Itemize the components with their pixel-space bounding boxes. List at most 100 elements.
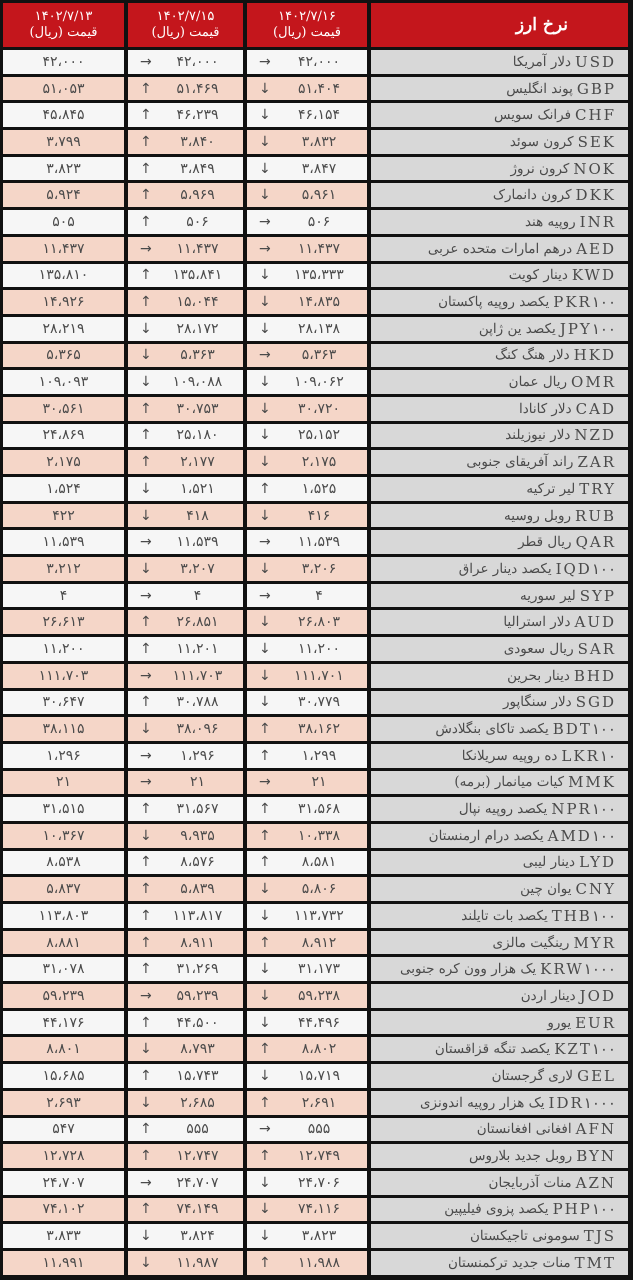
price-value: ۳،۸۴۷ (301, 160, 337, 177)
price-value: ۸،۵۳۸ (46, 854, 81, 871)
price-1402-7-15: ↓ ۴۱۸ (128, 503, 243, 528)
price-1402-7-13: ۳۱،۰۷۸ (3, 957, 124, 982)
arrow-up-icon: ↑ (140, 854, 152, 871)
currency-code: KZT۱۰۰ (554, 1040, 616, 1059)
price-1402-7-13: ۱۳۵،۸۱۰ (3, 263, 124, 288)
arrow-up-icon: ↑ (140, 881, 152, 898)
header-title: نرخ ارز (371, 3, 628, 47)
arrow-up-icon: ↑ (140, 614, 152, 631)
header-unit: قیمت (ریال) (29, 25, 98, 40)
currency-code: KRW۱۰۰۰ (540, 960, 616, 979)
price-1402-7-15: ↓ ۵،۳۶۳ (128, 343, 243, 368)
price-value: ۵۹،۲۳۹ (42, 987, 85, 1004)
currency-code: SYP (579, 586, 616, 605)
price-value: ۱۰۹،۰۶۲ (294, 374, 344, 391)
price-value: ۵۰۶ (186, 213, 209, 230)
price-value: ۲،۱۷۵ (301, 454, 337, 471)
arrow-down-icon: ↓ (259, 267, 271, 284)
currency-code: TJS (583, 1227, 616, 1246)
header-unit: قیمت (ریال) (151, 25, 220, 40)
price-value: ۱۱،۹۹۱ (42, 1254, 85, 1271)
price-value: ۲،۱۷۵ (46, 454, 81, 471)
currency-name: روبل روسیه (504, 507, 572, 524)
arrow-up-icon: ↑ (259, 801, 271, 818)
price-value: ۱۱۳،۸۰۳ (38, 907, 89, 924)
price-1402-7-15: ↑ ۸،۵۷۶ (128, 850, 243, 875)
price-value: ۱۱۱،۷۰۳ (38, 667, 89, 684)
price-1402-7-16: → ۴۲،۰۰۰ (247, 50, 367, 74)
arrow-up-icon: ↑ (259, 1148, 271, 1165)
price-1402-7-15: → ۱۱۱،۷۰۳ (128, 663, 243, 688)
currency-name: منات آذربایجان (488, 1174, 572, 1191)
price-value: ۸،۸۰۲ (301, 1041, 337, 1058)
arrow-down-icon: ↓ (259, 107, 271, 124)
price-1402-7-13: ۵،۹۲۴ (3, 183, 124, 208)
price-value: ۵۵۵ (307, 1121, 331, 1138)
header-date: ۱۴۰۲/۷/۱۵ (156, 9, 215, 24)
price-1402-7-16: ↓ ۳،۸۳۲ (247, 130, 367, 154)
price-value: ۲،۶۹۱ (301, 1094, 337, 1111)
price-value: ۳،۸۴۰ (180, 133, 215, 150)
price-1402-7-15: → ۴۲،۰۰۰ (128, 50, 243, 74)
price-value: ۴۴،۴۹۶ (297, 1014, 341, 1031)
price-value: ۳۸،۱۶۲ (297, 721, 341, 738)
arrow-up-icon: ↑ (259, 480, 271, 497)
price-1402-7-16: → ۵،۳۶۳ (247, 343, 367, 368)
price-value: ۷۴،۱۴۹ (176, 1201, 219, 1218)
price-value: ۲۱ (311, 774, 327, 791)
price-value: ۳۰،۷۷۹ (297, 694, 341, 711)
currency-name-cell: یورو EUR (371, 1010, 628, 1035)
price-1402-7-13: ۱۱،۴۳۷ (3, 236, 124, 261)
price-1402-7-13: ۳،۸۳۳ (3, 1224, 124, 1248)
price-value: ۸،۸۰۱ (46, 1041, 81, 1058)
currency-name: یک هزار روپیه اندونزی (419, 1094, 545, 1111)
currency-code: CAD (575, 399, 616, 418)
price-value: ۵۰۵ (52, 213, 75, 230)
price-1402-7-16: ↓ ۲۶،۸۰۳ (247, 610, 367, 635)
currency-code: JPY۱۰۰ (559, 319, 616, 338)
arrow-down-icon: ↓ (140, 347, 152, 364)
price-value: ۱۱،۴۳۷ (42, 240, 85, 257)
currency-code: THB۱۰۰ (551, 906, 616, 925)
price-1402-7-13: ۳،۸۲۳ (3, 156, 124, 181)
arrow-up-icon: ↑ (140, 640, 152, 657)
currency-name: راند آفریقای جنوبی (466, 454, 574, 471)
currency-name: یکصد تنگه قزاقستان (434, 1041, 551, 1058)
arrow-down-icon: ↓ (140, 1041, 152, 1058)
price-1402-7-15: ↑ ۲۵،۱۸۰ (128, 423, 243, 448)
price-value: ۵،۸۳۷ (46, 881, 81, 898)
price-value: ۱۱،۹۸۸ (297, 1254, 341, 1271)
currency-name: روپیه هند (524, 213, 576, 230)
price-1402-7-15: ↑ ۴۴،۵۰۰ (128, 1010, 243, 1035)
price-1402-7-13: ۴۲۲ (3, 503, 124, 528)
price-1402-7-15: → ۲۱ (128, 770, 243, 795)
header-date-1402-7-13: ۱۴۰۲/۷/۱۳ قیمت (ریال) (3, 3, 124, 47)
currency-name: یوان چین (520, 881, 572, 898)
price-1402-7-15: ↑ ۲۶،۸۵۱ (128, 610, 243, 635)
price-1402-7-13: ۳،۲۱۲ (3, 557, 124, 581)
price-value: ۵،۳۶۳ (301, 347, 337, 364)
price-value: ۱۰،۳۶۷ (42, 827, 85, 844)
arrow-down-icon: ↓ (259, 1228, 271, 1245)
price-1402-7-16: → ۴ (247, 583, 367, 608)
currency-name-cell: یکصد ین ژاپن JPY۱۰۰ (371, 316, 628, 341)
price-value: ۷۴،۱۱۶ (297, 1201, 341, 1218)
price-value: ۳،۸۲۴ (180, 1228, 215, 1245)
currency-code: PKR۱۰۰ (553, 293, 616, 312)
price-1402-7-16: ↑ ۸،۵۸۱ (247, 850, 367, 875)
price-value: ۳،۸۲۳ (46, 160, 81, 177)
currency-code: LKR۱۰ (561, 746, 616, 765)
arrow-up-icon: ↑ (140, 961, 152, 978)
price-1402-7-15: → ۵۹،۲۳۹ (128, 984, 243, 1008)
price-1402-7-16: ↑ ۱،۲۹۹ (247, 743, 367, 768)
arrow-down-icon: ↓ (259, 987, 271, 1004)
price-1402-7-16: ↓ ۱۱،۲۰۰ (247, 637, 367, 661)
arrow-right-icon: → (259, 213, 271, 230)
price-value: ۱۱،۵۳۹ (42, 534, 85, 551)
price-value: ۱۱،۲۰۱ (176, 640, 219, 657)
price-value: ۴۴،۵۰۰ (176, 1014, 219, 1031)
price-value: ۲،۶۸۵ (180, 1094, 215, 1111)
price-value: ۱۱۱،۷۰۱ (294, 667, 344, 684)
price-1402-7-16: → ۵۵۵ (247, 1117, 367, 1142)
price-1402-7-13: ۲۶،۶۱۳ (3, 610, 124, 635)
